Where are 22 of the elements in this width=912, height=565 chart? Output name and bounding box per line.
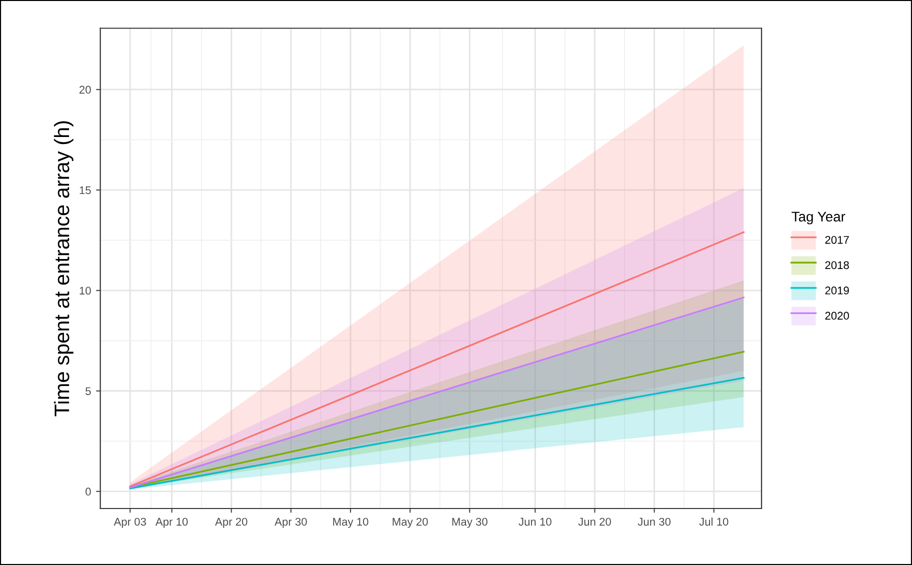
x-tick-label: Jun 10 [518, 518, 552, 526]
legend-label: 2018 [825, 261, 849, 270]
x-tick-label: Jun 20 [578, 518, 611, 526]
x-tick-label: May 20 [392, 518, 428, 528]
x-tick-label: Apr 20 [215, 518, 248, 528]
y-tick-label: 15 [80, 186, 91, 194]
x-tick-label: May 10 [333, 518, 368, 528]
x-tick-label: Jul 10 [699, 518, 728, 526]
x-tick-label: Apr 10 [155, 518, 188, 528]
legend-title: Tag Year [792, 212, 846, 224]
y-axis-title: Time spent at entrance array (h) [54, 121, 74, 416]
x-tick-label: May 30 [452, 518, 488, 528]
x-tick-label: Jun 30 [638, 518, 671, 526]
x-tick-label: Apr 03 [114, 518, 146, 528]
y-tick-label: 20 [79, 86, 91, 94]
legend-label: 2019 [825, 286, 849, 294]
y-tick-label: 5 [86, 387, 91, 396]
y-tick-label: 0 [86, 488, 91, 496]
x-tick-label: Apr 30 [274, 518, 307, 528]
legend-label: 2017 [825, 236, 849, 244]
legend-label: 2020 [825, 312, 849, 320]
y-tick-label: 10 [80, 286, 91, 295]
